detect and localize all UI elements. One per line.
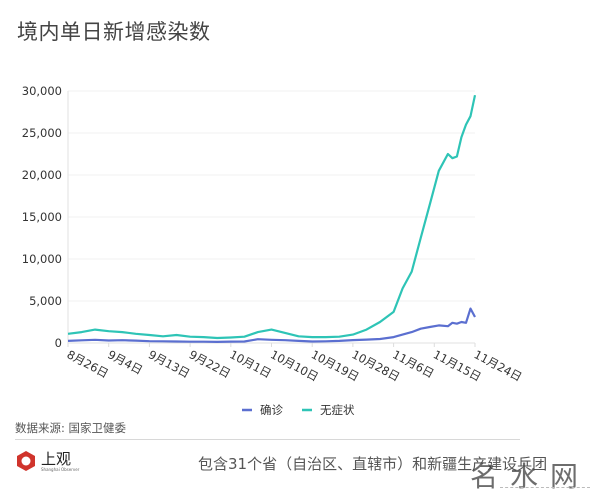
x-tick-label: 9月13日 [146, 347, 192, 380]
grid-lines [67, 90, 476, 347]
line-chart: 0 5,000 10,000 15,000 20,000 25,000 30,000 8月2… [22, 84, 525, 415]
logo[interactable]: 上观 Shanghai Observer [15, 450, 79, 472]
y-tick-label: 5,000 [29, 294, 62, 308]
series-line [67, 94, 477, 340]
y-tick-label: 15,000 [22, 210, 62, 224]
y-tick-label: 25,000 [22, 126, 62, 140]
x-tick-label: 9月4日 [105, 347, 145, 377]
x-tick-label: 9月22日 [187, 347, 233, 380]
y-tick-label: 30,000 [22, 84, 62, 98]
divider [15, 439, 520, 440]
x-tick-label: 8月26日 [65, 347, 111, 380]
chart-legend: 确诊 无症状 [242, 403, 355, 415]
logo-text: 上观 [41, 449, 72, 468]
series-line [67, 307, 476, 343]
legend-label: 确诊 [260, 403, 283, 415]
y-tick-label: 10,000 [22, 252, 62, 266]
x-tick-label: 10月1日 [227, 347, 273, 380]
data-lines [67, 94, 477, 343]
data-source: 数据来源: 国家卫健委 [15, 421, 127, 435]
logo-hexagon-icon [17, 451, 35, 471]
legend-label: 无症状 [320, 403, 355, 415]
y-axis-ticks: 0 5,000 10,000 15,000 20,000 25,000 30,000 [22, 84, 62, 350]
watermark-underline [500, 487, 590, 490]
y-tick-label: 20,000 [22, 168, 62, 182]
chart-title: 境内单日新增感染数 [17, 20, 211, 44]
footnote: 包含31个省（自治区、直辖市）和新疆生产建设兵团 [198, 455, 548, 473]
logo-subtext: Shanghai Observer [41, 466, 80, 472]
y-tick-label: 0 [55, 336, 62, 350]
